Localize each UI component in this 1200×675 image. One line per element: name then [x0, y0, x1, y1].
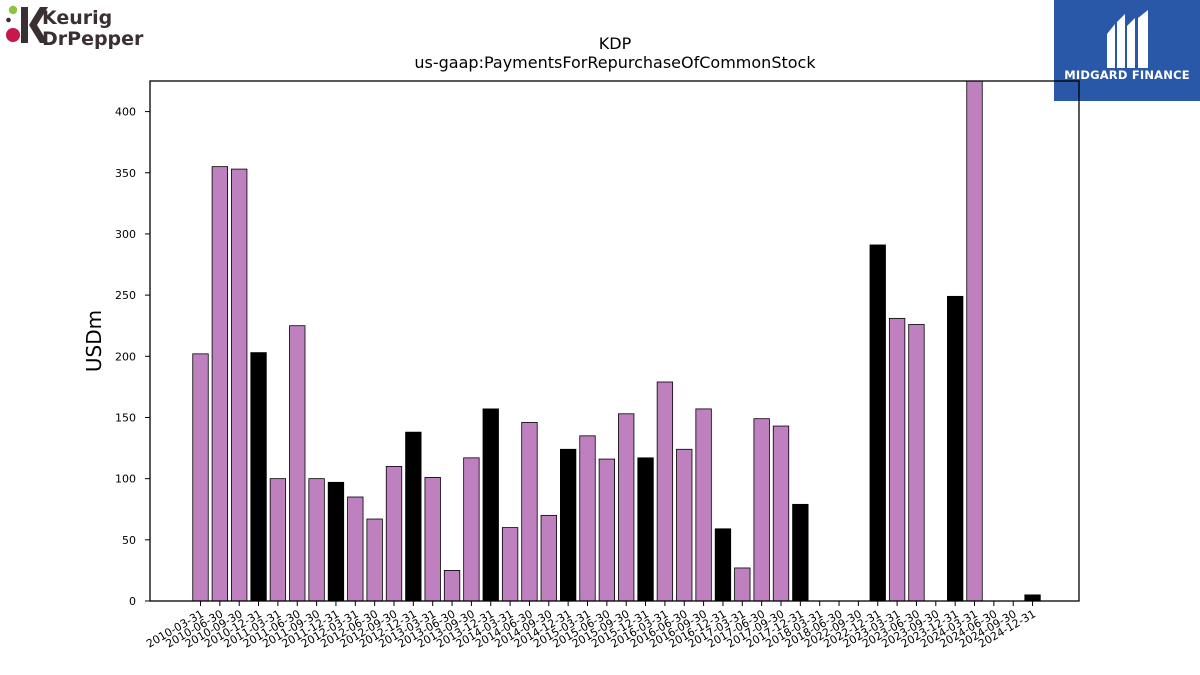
midgard-mark-icon: [1107, 10, 1148, 68]
bars: [192, 80, 1041, 602]
bar: [598, 458, 615, 602]
x-axis-ticks: 2010-03-312010-06-302010-09-302010-12-31…: [144, 601, 1038, 651]
y-tick-label: 150: [115, 411, 136, 424]
bar: [424, 477, 441, 602]
bar: [231, 168, 248, 602]
bar: [501, 527, 519, 602]
bar: [637, 457, 654, 602]
bar: [1024, 594, 1041, 602]
logo-text-line2: DrPepper: [42, 28, 144, 50]
bar: [385, 466, 403, 602]
y-tick-label: 200: [115, 350, 136, 363]
bar: [734, 567, 751, 602]
plot-frame: [149, 80, 1080, 602]
bar: [772, 425, 790, 602]
bar: [482, 408, 499, 602]
logo-berry-icon: [6, 28, 20, 42]
bar: [695, 408, 712, 602]
bar: [192, 353, 209, 602]
bar: [289, 325, 306, 602]
logo-dot-icon: [6, 17, 11, 23]
midgard-brand-text: MIDGARD FINANCE: [1064, 68, 1190, 82]
bar: [269, 478, 287, 602]
y-tick-label: 50: [122, 534, 136, 547]
bar: [947, 295, 964, 602]
logo-k-mark-icon: [21, 7, 48, 43]
y-axis-label: USDm: [82, 310, 106, 372]
bar: [676, 448, 693, 602]
bar: [966, 80, 983, 602]
bar: [560, 448, 577, 602]
chart-subtitle: us-gaap:PaymentsForRepurchaseOfCommonSto…: [414, 53, 816, 72]
bar: [714, 528, 732, 602]
bar: [869, 244, 886, 602]
y-tick-label: 100: [115, 473, 136, 486]
bar: [656, 381, 674, 602]
y-axis-ticks: 0 50 100 150 200 250 300 350 400: [115, 106, 150, 608]
keurig-drpepper-logo: Keurig DrPepper: [6, 5, 144, 50]
y-tick-label: 0: [129, 595, 136, 608]
bar: [463, 457, 480, 602]
bar: [753, 418, 770, 602]
bar: [308, 478, 325, 602]
bar: [579, 435, 596, 602]
bar: [888, 317, 906, 602]
bar: [250, 352, 267, 602]
bar: [405, 431, 422, 602]
y-tick-label: 400: [115, 106, 136, 119]
logo-text-line1: Keurig: [42, 7, 112, 29]
bar: [908, 324, 925, 602]
bar: [443, 570, 461, 602]
bar: [366, 518, 383, 602]
y-tick-label: 300: [115, 228, 136, 241]
bar: [211, 166, 229, 602]
bar: [618, 413, 635, 602]
midgard-finance-logo: MIDGARD FINANCE: [1054, 0, 1200, 101]
logo-leaf-icon: [8, 5, 18, 15]
bar: [540, 514, 557, 602]
bar: [521, 421, 538, 602]
bar: [347, 496, 364, 602]
bar: [327, 481, 345, 602]
y-tick-label: 350: [115, 167, 136, 180]
y-tick-label: 250: [115, 289, 136, 302]
bar: [792, 503, 809, 602]
chart-title: KDP: [599, 34, 632, 53]
